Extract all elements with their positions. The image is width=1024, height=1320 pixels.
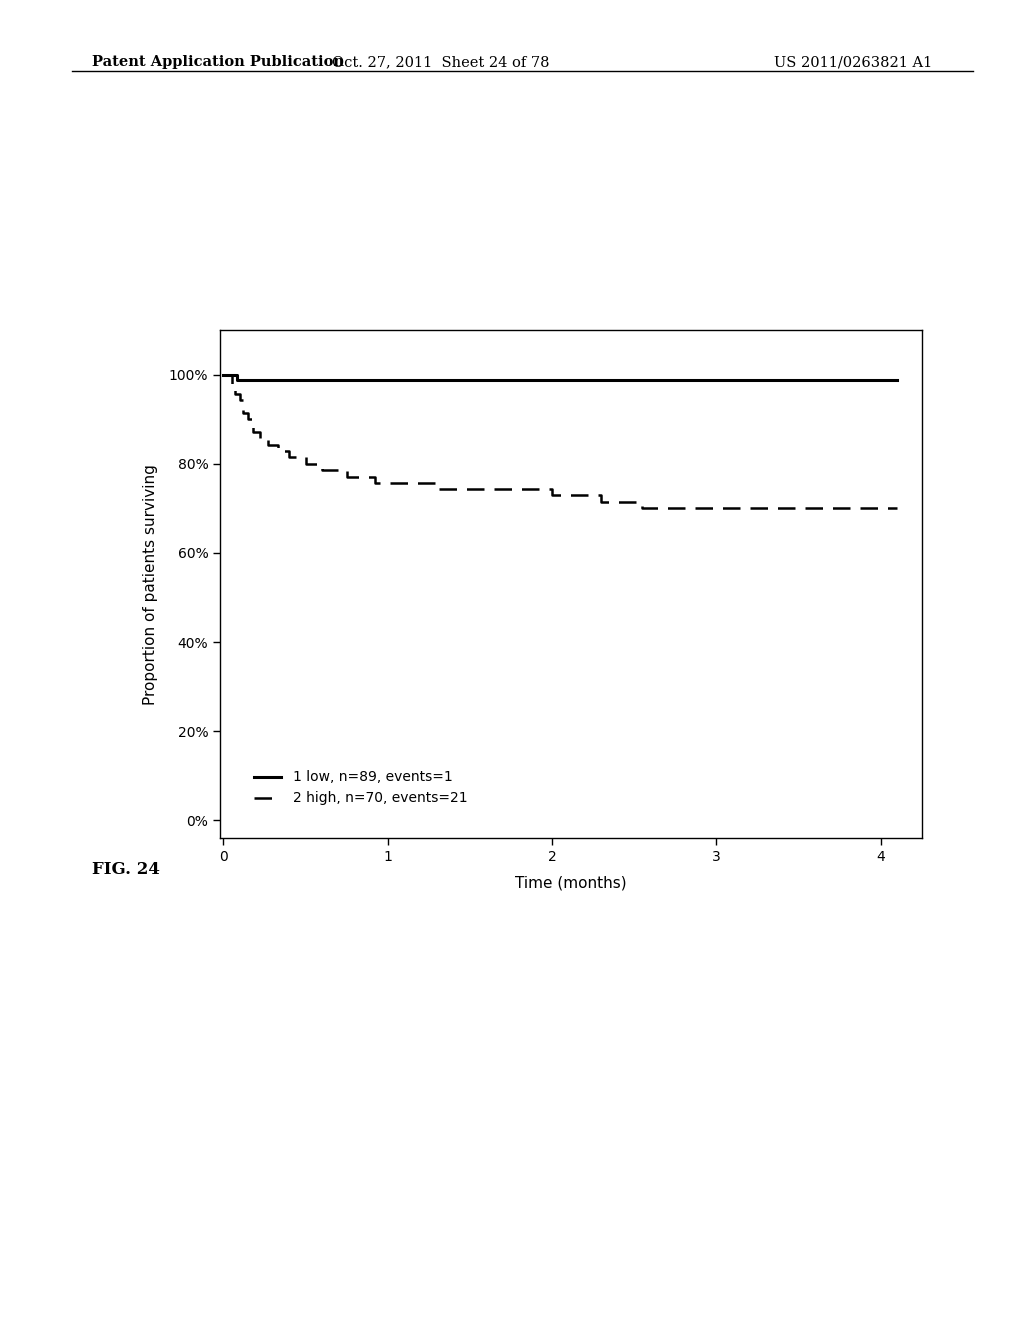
X-axis label: Time (months): Time (months) — [515, 875, 627, 890]
Legend: 1 low, n=89, events=1, 2 high, n=70, events=21: 1 low, n=89, events=1, 2 high, n=70, eve… — [248, 764, 473, 810]
Y-axis label: Proportion of patients surviving: Proportion of patients surviving — [142, 463, 158, 705]
Text: Oct. 27, 2011  Sheet 24 of 78: Oct. 27, 2011 Sheet 24 of 78 — [332, 55, 549, 70]
Text: Patent Application Publication: Patent Application Publication — [92, 55, 344, 70]
Text: FIG. 24: FIG. 24 — [92, 861, 160, 878]
Text: US 2011/0263821 A1: US 2011/0263821 A1 — [773, 55, 932, 70]
